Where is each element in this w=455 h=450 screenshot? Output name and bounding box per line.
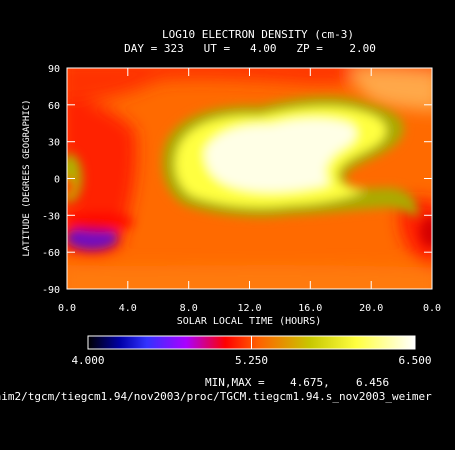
x-tick-label: 16.0 (298, 303, 322, 314)
max-value: 6.456 (356, 376, 389, 389)
heatmap-field (67, 68, 432, 289)
x-tick-label: 0.0 (58, 303, 76, 314)
chart-title: LOG10 ELECTRON DENSITY (cm-3) (162, 28, 354, 41)
chart-subtitle: DAY = 323 UT = 4.00 ZP = 2.00 (124, 42, 376, 55)
north-pole-pale-region (350, 68, 432, 111)
y-tick-label: -90 (42, 285, 60, 296)
east-dark-red-spot (420, 216, 432, 248)
x-tick-label: 12.0 (237, 303, 261, 314)
deep-red-region (67, 212, 134, 232)
x-tick-label: 8.0 (180, 303, 198, 314)
east-red-region (400, 199, 432, 268)
y-tick-label: 0 (54, 175, 60, 186)
colorbar-min-label: 4.000 (71, 354, 104, 367)
y-axis (67, 67, 432, 290)
y-tick-label: -60 (42, 248, 60, 259)
west-edge-dark-spot (67, 177, 75, 195)
colorbar-max-label: 6.500 (398, 354, 431, 367)
x-tick-label: 0.0 (423, 303, 441, 314)
purple-low-region (67, 226, 118, 250)
colorbar-mid-label: 5.250 (235, 354, 268, 367)
equatorial-crest-core (204, 118, 357, 192)
file-path: /aim2/tgcm/tiegcm1.94/nov2003/proc/TGCM.… (0, 390, 432, 403)
minmax-label: MIN,MAX = (205, 376, 265, 389)
min-value: 4.675, (290, 376, 330, 389)
south-band (67, 265, 432, 289)
y-axis-label: LATITUDE (DEGREES GEOGRAPHIC) (22, 99, 32, 256)
y-tick-label: 90 (48, 64, 60, 75)
y-tick-label: 60 (48, 101, 60, 112)
y-tick-label: -30 (42, 211, 60, 222)
x-axis-label: SOLAR LOCAL TIME (HOURS) (177, 316, 322, 327)
y-tick-label: 30 (48, 138, 60, 149)
x-tick-label: 20.0 (359, 303, 383, 314)
north-red-band (67, 68, 432, 100)
x-tick-label: 4.0 (119, 303, 137, 314)
x-axis (66, 68, 433, 289)
x-tick-labels: 0.0 4.0 8.0 12.0 16.0 20.0 0.0 (58, 303, 441, 314)
y-tick-labels: 90 60 30 0 -30 -60 -90 (42, 64, 60, 296)
